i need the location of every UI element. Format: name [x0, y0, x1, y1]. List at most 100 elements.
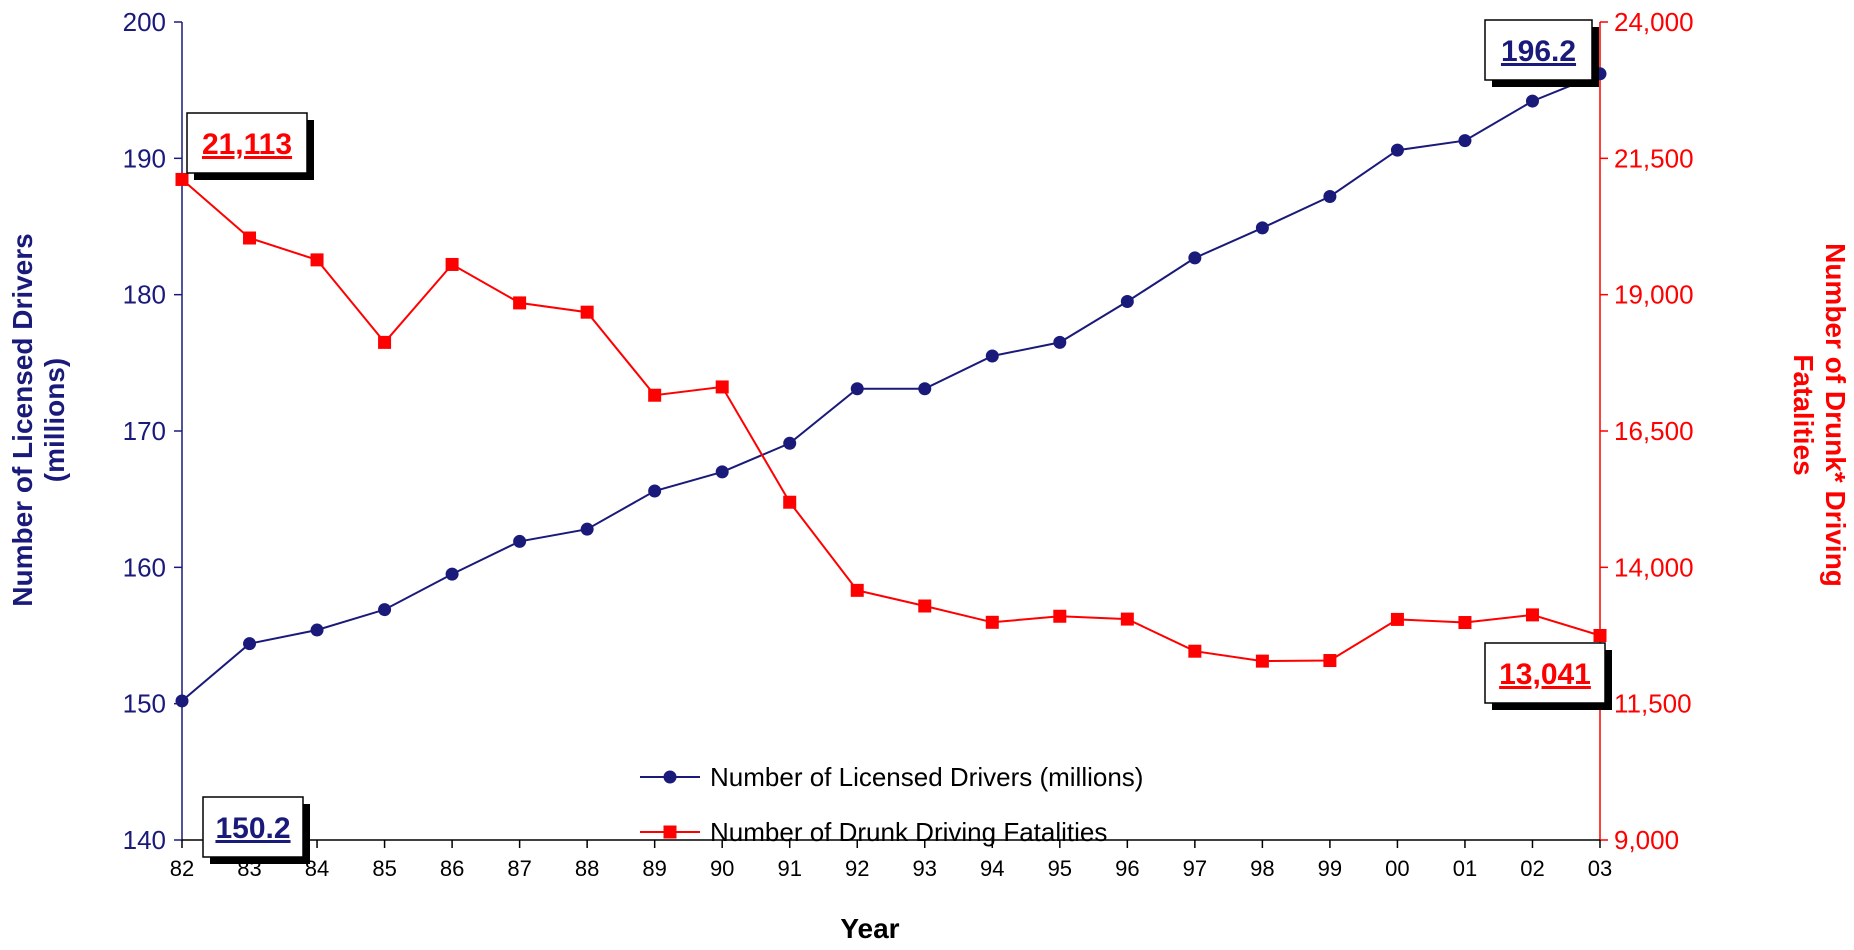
series-point-square [1255, 654, 1269, 668]
series-point-circle [580, 522, 594, 536]
x-tick-label: 87 [507, 856, 531, 881]
left-tick-label: 190 [123, 143, 166, 173]
x-tick-label: 96 [1115, 856, 1139, 881]
callout-box [202, 796, 304, 858]
left-tick-label: 160 [123, 552, 166, 582]
x-tick-label: 93 [913, 856, 937, 881]
left-tick-label: 170 [123, 416, 166, 446]
callout-label: 150.2 [215, 812, 290, 845]
right-tick-label: 16,500 [1614, 416, 1694, 446]
series-point-circle [310, 623, 324, 637]
x-tick-label: 91 [777, 856, 801, 881]
right-axis-title-line1: Number of Drunk* Driving [1820, 243, 1851, 587]
x-tick-label: 01 [1453, 856, 1477, 881]
series-point-square [580, 305, 594, 319]
series-point-square [175, 172, 189, 186]
series-point-circle [1053, 335, 1067, 349]
series-point-square [1188, 644, 1202, 658]
series-point-circle [1390, 143, 1404, 157]
series-line [181, 178, 1601, 663]
series-point-square [1120, 612, 1134, 626]
callout-box [1484, 19, 1593, 81]
x-tick-label: 95 [1048, 856, 1072, 881]
x-tick-label: 85 [372, 856, 396, 881]
x-tick-label: 90 [710, 856, 734, 881]
series-point-square [985, 615, 999, 629]
legend-marker-circle [663, 770, 677, 784]
axes: 140 150 160 170 180 190 200 9,000 11,500 14,000 16… [123, 7, 1694, 881]
callout-label: 13,041 [1499, 658, 1591, 691]
series-point-circle [783, 436, 797, 450]
series-point-circle [1255, 221, 1269, 235]
x-tick-label: 02 [1520, 856, 1544, 881]
series-point-square [310, 253, 324, 267]
series-point-square [378, 335, 392, 349]
legend-marker-square [663, 825, 677, 839]
axis-titles: Year Number of Licensed Drivers (million… [7, 233, 1851, 944]
callout-box [1484, 642, 1606, 704]
legend-label: Number of Drunk Driving Fatalities [710, 817, 1107, 847]
series-layer [175, 67, 1607, 708]
series-point-circle [1120, 294, 1134, 308]
x-tick-label: 03 [1588, 856, 1612, 881]
legend: Number of Licensed Drivers (millions) Num… [640, 762, 1143, 847]
x-tick-label: 92 [845, 856, 869, 881]
right-tick-label: 24,000 [1614, 7, 1694, 37]
x-axis-title: Year [840, 913, 899, 944]
series-point-square [850, 583, 864, 597]
left-axis-title-line2: (millions) [39, 358, 70, 482]
series-point-square [513, 296, 527, 310]
series-point-square [1593, 629, 1607, 642]
series-point-square [445, 257, 459, 271]
callout-label: 196.2 [1501, 35, 1576, 68]
series-point-square [1458, 616, 1472, 630]
series-point-circle [1323, 190, 1337, 204]
series-point-square [648, 388, 662, 402]
series-point-circle [648, 484, 662, 498]
series-point-circle [243, 637, 257, 651]
x-tick-label: 89 [642, 856, 666, 881]
callout-label: 21,113 [202, 128, 292, 161]
series-point-circle [513, 534, 527, 548]
series-point-circle [1458, 134, 1472, 148]
left-tick-label: 150 [123, 689, 166, 719]
legend-label: Number of Licensed Drivers (millions) [710, 762, 1143, 792]
series-point-square [783, 495, 797, 509]
right-tick-label: 14,000 [1614, 552, 1694, 582]
left-tick-label: 200 [123, 7, 166, 37]
series-point-circle [1525, 94, 1539, 108]
callouts: 21,113 196.2 150.2 13,041 [186, 19, 1612, 864]
series-point-circle [850, 382, 864, 396]
x-tick-label: 88 [575, 856, 599, 881]
x-tick-label: 86 [440, 856, 464, 881]
series-line [181, 72, 1601, 702]
left-axis-title-line1: Number of Licensed Drivers [7, 233, 38, 606]
callout-box [186, 112, 308, 174]
x-tick-label: 94 [980, 856, 1004, 881]
right-axis-title-line2: Fatalities [1788, 354, 1819, 475]
series-point-square [1053, 609, 1067, 623]
series-point-circle [985, 349, 999, 363]
series-point-square [1390, 612, 1404, 626]
right-tick-label: 11,500 [1614, 689, 1692, 719]
series-point-circle [445, 567, 459, 581]
series-point-square [1323, 654, 1337, 668]
series-point-circle [378, 603, 392, 617]
left-tick-label: 180 [123, 280, 166, 310]
right-tick-label: 21,500 [1614, 143, 1694, 173]
series-point-square [715, 380, 729, 394]
x-tick-label: 99 [1318, 856, 1342, 881]
series-point-circle [918, 382, 932, 396]
series-point-square [1525, 608, 1539, 622]
right-tick-label: 19,000 [1614, 280, 1694, 310]
right-tick-label: 9,000 [1614, 825, 1679, 855]
series-point-circle [175, 694, 189, 708]
x-tick-label: 98 [1250, 856, 1274, 881]
series-point-circle [715, 465, 729, 479]
series-point-circle [1188, 251, 1202, 265]
series-point-square [243, 231, 257, 245]
x-tick-label: 97 [1183, 856, 1207, 881]
x-tick-label: 00 [1385, 856, 1409, 881]
left-tick-label: 140 [123, 825, 166, 855]
